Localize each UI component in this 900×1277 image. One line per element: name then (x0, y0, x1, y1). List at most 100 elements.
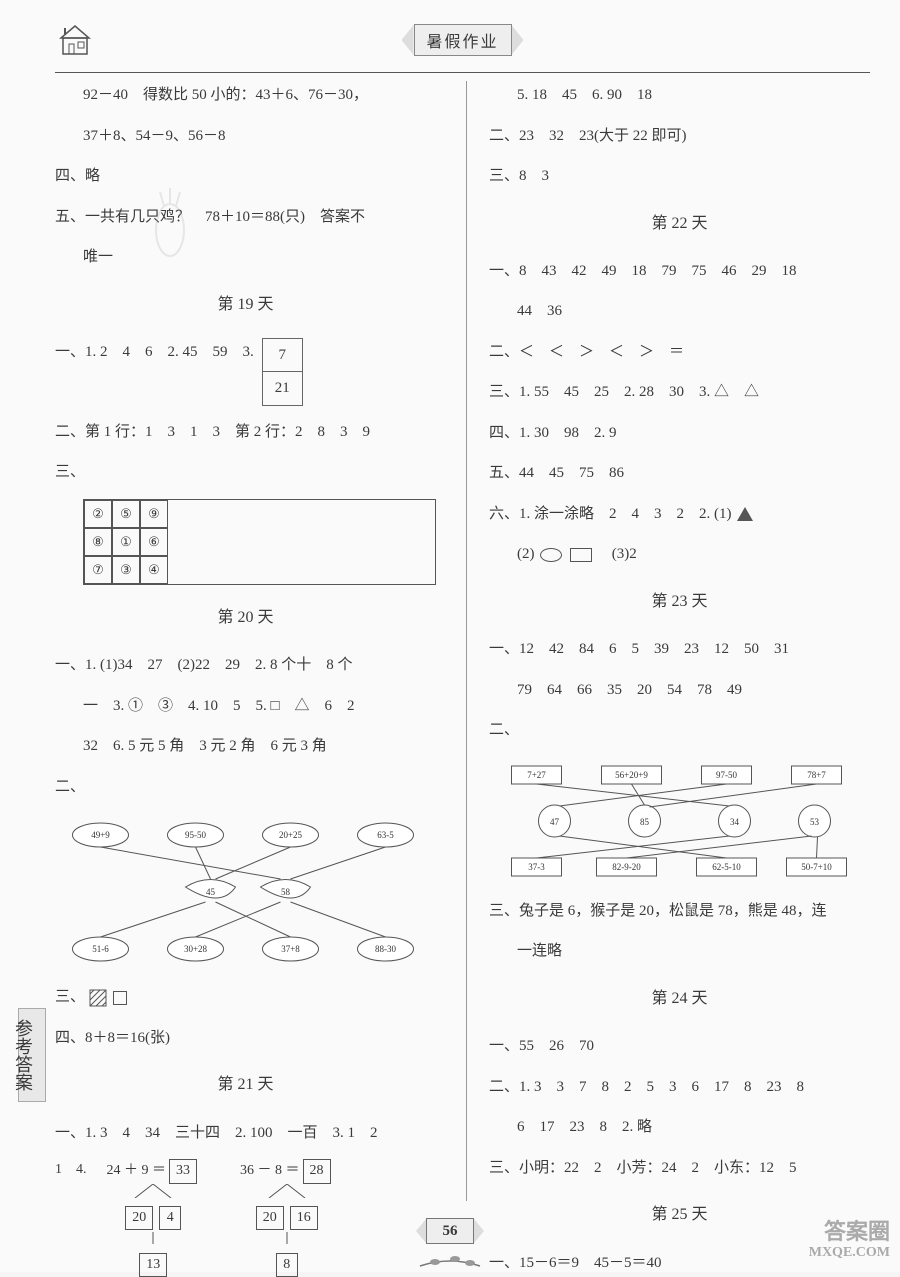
day-heading: 第 24 天 (489, 984, 870, 1014)
cell: ④ (140, 556, 168, 584)
box: 20 (256, 1206, 284, 1230)
text-line: 5. 18 45 6. 90 18 (489, 81, 870, 110)
tree-1: 24 ＋ 9 ＝33 204 13 (107, 1159, 201, 1277)
text-line: 二、＜ ＜ ＞ ＜ ＞ ＝ (489, 338, 870, 367)
grid-3x3: ②⑤⑨ ⑧①⑥ ⑦③④ (83, 499, 436, 585)
side-label: 参考答案 (18, 1008, 46, 1102)
cell: ③ (112, 556, 140, 584)
svg-text:45: 45 (206, 887, 216, 897)
matching-diagram-2: 7+27 56+20+9 97-50 78+7 47 85 34 53 37-3… (489, 761, 870, 881)
cell: ⑦ (84, 556, 112, 584)
svg-text:56+20+9: 56+20+9 (615, 770, 648, 780)
branch-icon (257, 1184, 317, 1198)
twig-icon (410, 1246, 490, 1272)
label: 三、 (55, 989, 85, 1005)
text-line: 一、1. (1)34 27 (2)22 29 2. 8 个十 8 个 (55, 651, 436, 680)
page-number: 56 (426, 1218, 474, 1244)
text-line: 一、8 43 42 49 18 79 75 46 29 18 (489, 257, 870, 286)
text-line: 五、44 45 75 86 (489, 459, 870, 488)
text-line: 一连略 (489, 937, 870, 966)
watermark: 答案圈 MXQE.COM (809, 1219, 890, 1262)
watermark-text: 答案圈 (809, 1219, 890, 1245)
text-line: 五、一共有几只鸡？ 78＋10＝88(只) 答案不 (55, 203, 436, 232)
text-line: 二、 (55, 773, 436, 802)
svg-text:50-7+10: 50-7+10 (801, 862, 832, 872)
text-line: 37＋8、54－9、56－8 (55, 122, 436, 151)
diagram-svg: 7+27 56+20+9 97-50 78+7 47 85 34 53 37-3… (489, 761, 870, 881)
svg-text:58: 58 (281, 887, 291, 897)
svg-text:82-9-20: 82-9-20 (612, 862, 641, 872)
matching-diagram: 49+9 95-50 20+25 63-5 45 58 51-6 30+28 3… (55, 817, 436, 967)
text-line: 二、23 32 23(大于 22 即可) (489, 122, 870, 151)
svg-text:51-6: 51-6 (92, 944, 109, 954)
box: 20 (125, 1206, 153, 1230)
text-line: 一、1. 3 4 34 三十四 2. 100 一百 3. 1 2 (55, 1119, 436, 1148)
cell: ⑧ (84, 528, 112, 556)
cell: 7 (263, 339, 302, 373)
text-line: 一、1. 2 4 6 2. 45 59 3. 7 21 (55, 338, 436, 406)
label: (3)2 (612, 546, 637, 562)
cell: ⑥ (140, 528, 168, 556)
branch-icon (123, 1184, 183, 1198)
day-heading: 第 20 天 (55, 603, 436, 633)
text-line: 6 17 23 8 2. 略 (489, 1113, 870, 1142)
text-line: 二、第 1 行：1 3 1 3 第 2 行：2 8 3 9 (55, 418, 436, 447)
svg-text:47: 47 (550, 817, 560, 827)
tree-2: 36 － 8 ＝28 2016 8 (240, 1159, 334, 1277)
header-rule (55, 72, 870, 73)
svg-text:30+28: 30+28 (184, 944, 208, 954)
svg-text:7+27: 7+27 (527, 770, 546, 780)
ellipse-icon (540, 548, 562, 562)
text-line: (2) (3)2 (489, 540, 870, 569)
svg-text:95-50: 95-50 (185, 830, 206, 840)
cell: ⑤ (112, 500, 140, 528)
svg-text:37-3: 37-3 (528, 862, 545, 872)
text-line: 四、略 (55, 162, 436, 191)
text-line: 四、1. 30 98 2. 9 (489, 419, 870, 448)
watermark-text: MXQE.COM (809, 1245, 890, 1262)
expr: 36 － 8 ＝ (240, 1163, 300, 1178)
box: 4 (159, 1206, 181, 1230)
box: 13 (139, 1253, 167, 1277)
svg-text:37+8: 37+8 (281, 944, 300, 954)
svg-text:49+9: 49+9 (91, 830, 110, 840)
text-line: 三、 (55, 983, 436, 1012)
svg-text:62-5-10: 62-5-10 (712, 862, 741, 872)
text-line: 32 6. 5 元 5 角 3 元 2 角 6 元 3 角 (55, 732, 436, 761)
text-line: 三、兔子是 6，猴子是 20，松鼠是 78，熊是 48，连 (489, 897, 870, 926)
left-column: 92－40 得数比 50 小的：43＋6、76－30， 37＋8、54－9、56… (55, 81, 436, 1201)
cell: ① (112, 528, 140, 556)
mini-table: 7 21 (262, 338, 303, 406)
diagram-svg: 49+9 95-50 20+25 63-5 45 58 51-6 30+28 3… (55, 817, 436, 967)
text-line: 一、12 42 84 6 5 39 23 12 50 31 (489, 635, 870, 664)
hatched-square-icon (89, 989, 107, 1007)
text-line: 唯一 (55, 243, 436, 272)
text-line: 四、8＋8＝16(张) (55, 1024, 436, 1053)
cell: 21 (263, 372, 302, 405)
svg-text:97-50: 97-50 (716, 770, 737, 780)
text-line: 92－40 得数比 50 小的：43＋6、76－30， (55, 81, 436, 110)
svg-text:88-30: 88-30 (375, 944, 396, 954)
house-icon (55, 22, 95, 58)
day-heading: 第 22 天 (489, 209, 870, 239)
expr: 24 ＋ 9 ＝ (107, 1163, 167, 1178)
answer-text: 一、1. 2 4 6 2. 45 59 3. (55, 338, 254, 367)
header-title: 暑假作业 (413, 24, 511, 56)
branch-icon (133, 1232, 173, 1244)
tree-diagrams: 1 4. 24 ＋ 9 ＝33 204 13 36 － 8 ＝28 2016 8 (55, 1159, 436, 1277)
answer-text: 六、1. 涂一涂略 2 4 3 2 2. (1) (489, 506, 732, 522)
text-line: 一、55 26 70 (489, 1032, 870, 1061)
rect-icon (570, 548, 592, 562)
box: 28 (303, 1159, 331, 1183)
right-column: 5. 18 45 6. 90 18 二、23 32 23(大于 22 即可) 三… (466, 81, 870, 1201)
text-line: 三、1. 55 45 25 2. 28 30 3. △ △ (489, 378, 870, 407)
text-line: 二、1. 3 3 7 8 2 5 3 6 17 8 23 8 (489, 1073, 870, 1102)
cell: ⑨ (140, 500, 168, 528)
box: 8 (276, 1253, 298, 1277)
triangle-icon (737, 507, 753, 521)
text-line: 44 36 (489, 297, 870, 326)
svg-text:85: 85 (640, 817, 650, 827)
box: 16 (290, 1206, 318, 1230)
page-root: 暑假作业 92－40 得数比 50 小的：43＋6、76－30， 37＋8、54… (0, 0, 900, 1272)
text-line: 一 3. ① ③ 4. 10 5 5. □ △ 6 2 (55, 692, 436, 721)
